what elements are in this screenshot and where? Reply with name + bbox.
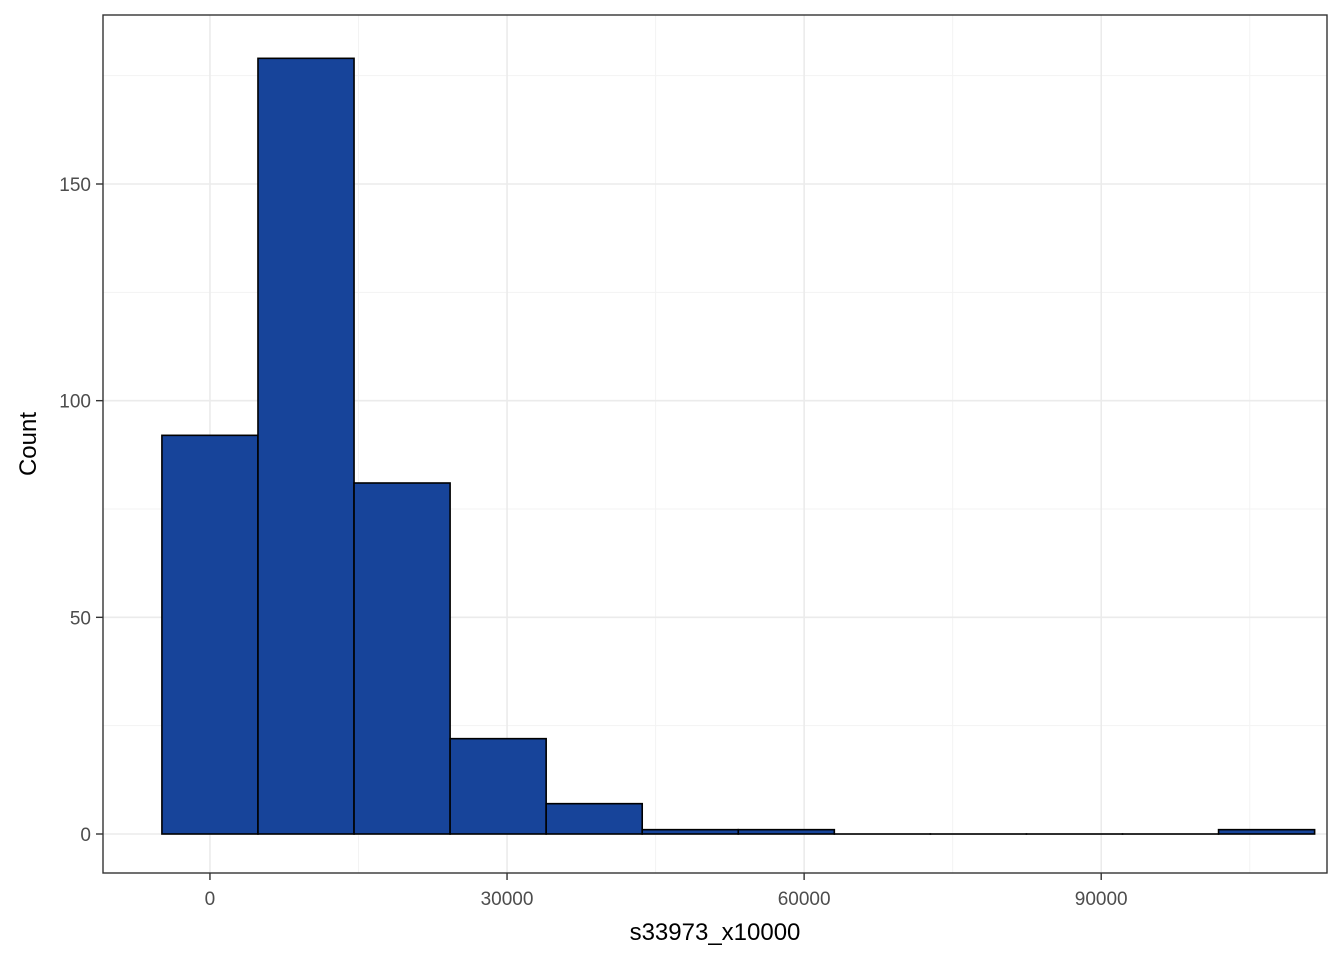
histogram-bar-6 — [641, 828, 740, 835]
histogram-bar-1 — [161, 434, 259, 835]
histogram-bar-5 — [545, 802, 644, 835]
y-tick-label: 0 — [80, 825, 91, 846]
axes: 0 30000 60000 90000 0 50 100 150 — [59, 175, 1127, 910]
x-axis-title: s33973_x10000 — [630, 919, 801, 946]
histogram-bars — [161, 57, 1316, 835]
panel-border — [102, 14, 1328, 874]
histogram-bar-4 — [449, 737, 547, 835]
x-tick-label: 60000 — [778, 889, 831, 910]
x-tick-label: 0 — [205, 889, 216, 910]
y-tick-label: 50 — [70, 608, 91, 629]
histogram-bar-12 — [1217, 828, 1316, 835]
y-axis-title: Count — [15, 412, 42, 476]
y-tick-label: 150 — [59, 175, 91, 196]
histogram-bar-3 — [353, 482, 451, 835]
x-tick-label: 30000 — [481, 889, 534, 910]
histogram-bar-7 — [737, 828, 836, 835]
histogram-bar-2 — [257, 57, 355, 835]
y-tick-label: 100 — [59, 392, 91, 413]
x-tick-label: 90000 — [1075, 889, 1128, 910]
